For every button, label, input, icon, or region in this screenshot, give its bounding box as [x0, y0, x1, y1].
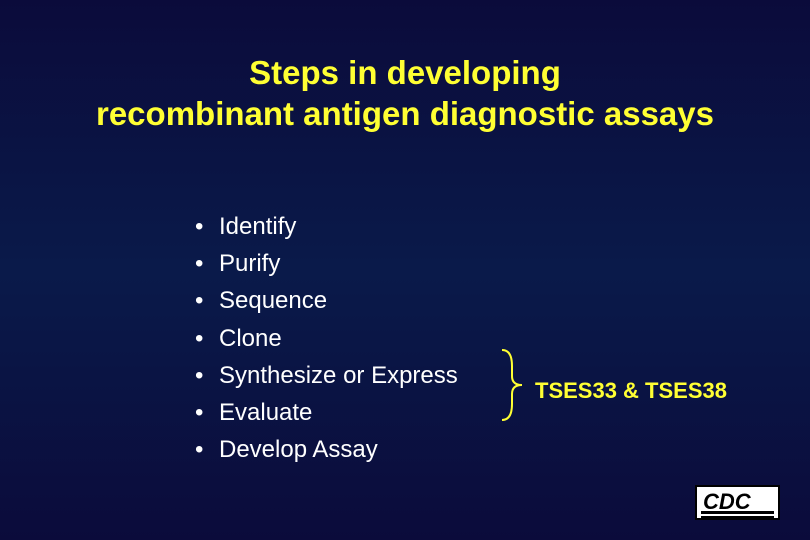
cdc-logo: CDC [695, 485, 780, 520]
bullet-label: Evaluate [219, 394, 312, 431]
list-item: • Purify [195, 245, 458, 282]
bullet-label: Develop Assay [219, 431, 378, 468]
logo-underline [701, 516, 774, 518]
bullet-label: Synthesize or Express [219, 357, 458, 394]
list-item: • Sequence [195, 282, 458, 319]
list-item: • Synthesize or Express [195, 357, 458, 394]
bullet-label: Identify [219, 208, 296, 245]
logo-underline [701, 511, 774, 514]
bullet-icon: • [195, 357, 219, 394]
list-item: • Evaluate [195, 394, 458, 431]
bullet-icon: • [195, 245, 219, 282]
slide-title: Steps in developing recombinant antigen … [0, 52, 810, 135]
bullet-label: Purify [219, 245, 280, 282]
logo-box: CDC [695, 485, 780, 520]
slide: Steps in developing recombinant antigen … [0, 0, 810, 540]
annotation-label: TSES33 & TSES38 [535, 378, 727, 404]
bullet-icon: • [195, 431, 219, 468]
bullet-icon: • [195, 394, 219, 431]
bullet-icon: • [195, 282, 219, 319]
bullet-icon: • [195, 208, 219, 245]
bullet-icon: • [195, 320, 219, 357]
bullet-label: Sequence [219, 282, 327, 319]
bullet-label: Clone [219, 320, 282, 357]
title-line-1: Steps in developing [249, 54, 561, 91]
list-item: • Identify [195, 208, 458, 245]
bullet-list: • Identify • Purify • Sequence • Clone •… [195, 208, 458, 468]
title-line-2: recombinant antigen diagnostic assays [96, 95, 714, 132]
list-item: • Develop Assay [195, 431, 458, 468]
list-item: • Clone [195, 320, 458, 357]
brace-icon [498, 348, 528, 422]
